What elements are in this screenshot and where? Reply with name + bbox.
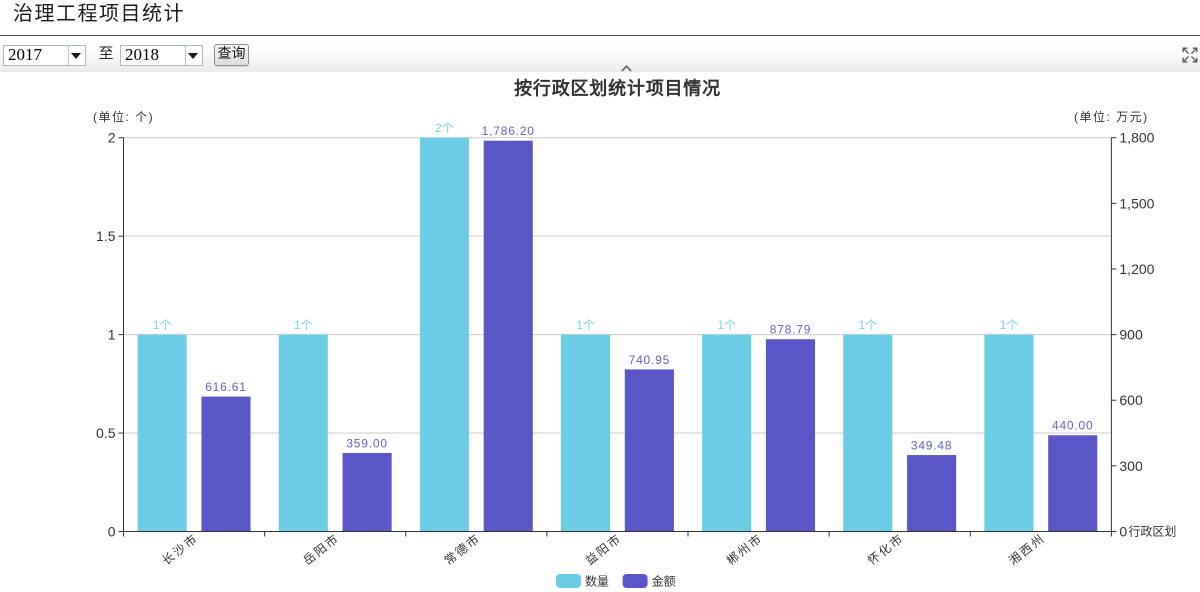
svg-text:300: 300: [1119, 458, 1143, 474]
svg-text:湘西州: 湘西州: [1006, 530, 1048, 568]
svg-text:0: 0: [1119, 524, 1127, 540]
svg-text:440.00: 440.00: [1052, 419, 1094, 433]
svg-text:740.95: 740.95: [629, 353, 671, 367]
svg-text:1: 1: [108, 327, 116, 343]
svg-text:1,800: 1,800: [1119, 130, 1154, 146]
svg-text:616.61: 616.61: [205, 380, 247, 394]
svg-text:长沙市: 长沙市: [159, 530, 201, 568]
svg-text:1个: 1个: [153, 318, 172, 332]
svg-text:1,500: 1,500: [1119, 195, 1154, 211]
svg-text:按行政区划统计项目情况: 按行政区划统计项目情况: [514, 78, 721, 99]
svg-text:怀化市: 怀化市: [864, 530, 906, 568]
svg-text:0.5: 0.5: [96, 425, 116, 441]
svg-text:0: 0: [108, 524, 116, 540]
svg-text:2: 2: [108, 130, 116, 146]
svg-text:1,200: 1,200: [1119, 261, 1154, 277]
svg-text:(单位: 个): (单位: 个): [93, 109, 154, 124]
svg-text:1个: 1个: [576, 318, 595, 332]
svg-text:600: 600: [1119, 392, 1143, 408]
svg-text:金额: 金额: [652, 574, 676, 589]
svg-text:1个: 1个: [294, 318, 313, 332]
svg-text:(单位: 万元): (单位: 万元): [1074, 109, 1149, 124]
svg-text:1.5: 1.5: [96, 228, 116, 244]
svg-text:349.48: 349.48: [911, 439, 953, 453]
svg-text:1个: 1个: [1000, 318, 1019, 332]
svg-text:878.79: 878.79: [770, 323, 812, 337]
svg-text:常德市: 常德市: [441, 530, 483, 568]
svg-text:1个: 1个: [858, 318, 877, 332]
svg-text:359.00: 359.00: [346, 436, 388, 450]
svg-text:郴州市: 郴州市: [723, 530, 765, 568]
svg-text:2个: 2个: [435, 121, 454, 135]
svg-text:益阳市: 益阳市: [582, 530, 624, 568]
svg-text:1个: 1个: [717, 318, 736, 332]
svg-text:1,786.20: 1,786.20: [482, 124, 535, 138]
svg-text:900: 900: [1119, 327, 1143, 343]
svg-text:行政区划: 行政区划: [1128, 525, 1176, 539]
svg-text:数量: 数量: [585, 574, 609, 589]
svg-text:岳阳市: 岳阳市: [300, 530, 342, 568]
